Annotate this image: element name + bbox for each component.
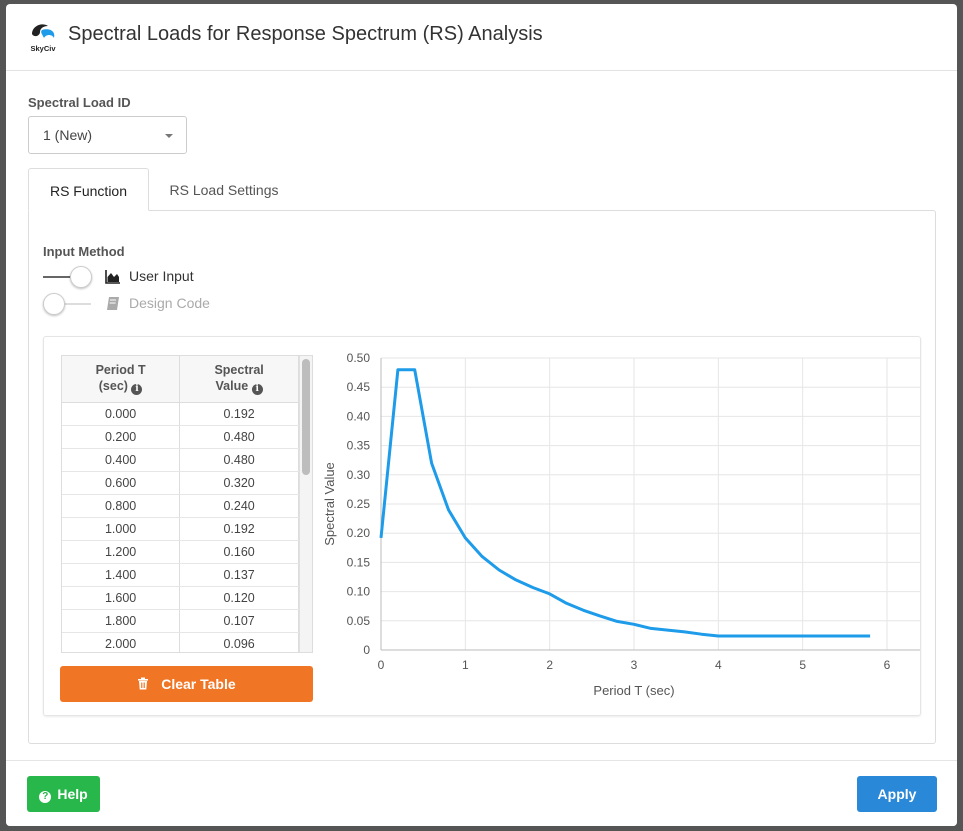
trash-icon <box>138 677 149 690</box>
y-tick-label: 0.50 <box>347 351 371 365</box>
period-cell[interactable]: 1.800 <box>62 609 181 633</box>
period-header-line2: (sec) <box>98 379 128 394</box>
y-tick-label: 0.40 <box>347 409 371 423</box>
x-tick-label: 0 <box>378 658 385 672</box>
question-circle-icon: ? <box>39 791 52 803</box>
area-chart-icon <box>105 270 120 284</box>
spectral-value-column-header: Spectral Value i <box>179 356 299 403</box>
table-row: 1.800 0.107 <box>62 609 299 633</box>
x-tick-label: 3 <box>631 658 638 672</box>
scrollbar-thumb[interactable] <box>302 359 310 475</box>
period-cell[interactable]: 1.200 <box>62 540 181 564</box>
design-code-label: Design Code <box>129 295 210 311</box>
y-tick-label: 0.25 <box>347 497 371 511</box>
spectral-loads-dialog: SkyCiv Spectral Loads for Response Spect… <box>6 4 957 826</box>
y-tick-label: 0 <box>363 643 370 657</box>
period-cell[interactable]: 0.600 <box>62 471 181 495</box>
spectral-value-cell[interactable]: 0.320 <box>179 471 299 495</box>
x-tick-label: 5 <box>799 658 806 672</box>
spectral-value-cell[interactable]: 0.192 <box>179 517 299 541</box>
help-button[interactable]: ? Help <box>27 776 100 812</box>
skyciv-logo: SkyCiv <box>30 24 56 53</box>
logo-text: SkyCiv <box>30 44 56 53</box>
table-scrollbar[interactable] <box>299 356 312 652</box>
spectral-value-cell[interactable]: 0.240 <box>179 494 299 518</box>
book-icon <box>107 297 119 310</box>
table-header-row: Period T (sec) i Spectral Value i <box>62 356 299 403</box>
toggle-track <box>43 276 91 278</box>
period-cell[interactable]: 1.400 <box>62 563 181 587</box>
tab-rs-function[interactable]: RS Function <box>28 168 149 211</box>
period-column-header: Period T (sec) i <box>62 356 181 403</box>
table-row: 0.600 0.320 <box>62 471 299 495</box>
spectral-value-cell[interactable]: 0.107 <box>179 609 299 633</box>
table-row: 1.200 0.160 <box>62 540 299 564</box>
period-cell[interactable]: 0.800 <box>62 494 181 518</box>
table-row: 0.200 0.480 <box>62 425 299 449</box>
y-tick-label: 0.30 <box>347 468 371 482</box>
info-icon[interactable]: i <box>251 384 263 396</box>
spectral-header-line1: Spectral <box>214 363 264 378</box>
caret-down-icon <box>165 134 173 138</box>
x-tick-label: 2 <box>546 658 553 672</box>
period-cell[interactable]: 2.000 <box>62 632 181 652</box>
spectral-value-cell[interactable]: 0.480 <box>179 448 299 472</box>
table-row: 2.000 0.096 <box>62 632 299 652</box>
dialog-footer: ? Help Apply <box>6 760 957 826</box>
table-row: 1.400 0.137 <box>62 563 299 587</box>
design-code-option[interactable]: Design Code <box>43 293 243 317</box>
spectrum-table: Period T (sec) i Spectral Value i 0.000 0… <box>61 355 313 653</box>
period-cell[interactable]: 0.200 <box>62 425 181 449</box>
y-tick-label: 0.05 <box>347 614 371 628</box>
spectral-value-cell[interactable]: 0.096 <box>179 632 299 652</box>
y-tick-label: 0.45 <box>347 380 371 394</box>
spectral-load-id-label: Spectral Load ID <box>28 95 131 110</box>
input-method-label: Input Method <box>43 244 125 259</box>
spectral-value-cell[interactable]: 0.137 <box>179 563 299 587</box>
period-header-line1: Period T <box>95 363 146 378</box>
clear-table-label: Clear Table <box>161 676 236 692</box>
x-tick-label: 1 <box>462 658 469 672</box>
table-row: 1.000 0.192 <box>62 517 299 541</box>
tab-rs-load-settings[interactable]: RS Load Settings <box>169 182 279 198</box>
spectral-value-cell[interactable]: 0.120 <box>179 586 299 610</box>
design-code-toggle[interactable] <box>43 293 65 315</box>
spectral-load-id-value: 1 (New) <box>43 127 93 143</box>
user-input-option[interactable]: User Input <box>43 266 243 290</box>
table-row: 0.000 0.192 <box>62 402 299 426</box>
period-cell[interactable]: 1.000 <box>62 517 181 541</box>
period-cell[interactable]: 0.400 <box>62 448 181 472</box>
help-label: Help <box>57 786 88 802</box>
y-tick-label: 0.15 <box>347 555 371 569</box>
table-row: 0.400 0.480 <box>62 448 299 472</box>
y-tick-label: 0.10 <box>347 585 371 599</box>
spectral-load-id-select[interactable]: 1 (New) <box>28 116 187 154</box>
table-row: 0.800 0.240 <box>62 494 299 518</box>
info-icon[interactable]: i <box>131 384 143 396</box>
y-axis-label: Spectral Value <box>322 462 337 546</box>
dialog-header: SkyCiv Spectral Loads for Response Spect… <box>6 4 957 71</box>
spectral-value-cell[interactable]: 0.480 <box>179 425 299 449</box>
user-input-label: User Input <box>129 268 194 284</box>
period-cell[interactable]: 0.000 <box>62 402 181 426</box>
user-input-toggle[interactable] <box>70 266 92 288</box>
spectrum-series-line <box>379 368 871 638</box>
dialog-title: Spectral Loads for Response Spectrum (RS… <box>68 23 543 45</box>
spectral-value-cell[interactable]: 0.192 <box>179 402 299 426</box>
x-tick-label: 4 <box>715 658 722 672</box>
x-tick-label: 6 <box>884 658 891 672</box>
y-tick-label: 0.35 <box>347 439 371 453</box>
spectrum-chart: 0 0.05 0.10 0.15 0.20 0.25 0.30 0.35 0.40 0.45 0.5… <box>322 351 920 698</box>
rs-function-panel: Input Method User Input Design Code <box>28 210 936 744</box>
apply-button[interactable]: Apply <box>857 776 937 812</box>
period-cell[interactable]: 1.600 <box>62 586 181 610</box>
rs-function-card: Period T (sec) i Spectral Value i 0.000 0… <box>43 336 921 716</box>
table-row: 1.600 0.120 <box>62 586 299 610</box>
spectral-header-line2: Value <box>215 379 249 394</box>
spectral-value-cell[interactable]: 0.160 <box>179 540 299 564</box>
y-tick-label: 0.20 <box>347 526 371 540</box>
x-axis-label: Period T (sec) <box>593 683 674 698</box>
clear-table-button[interactable]: Clear Table <box>60 666 313 702</box>
toggle-track <box>43 303 91 305</box>
